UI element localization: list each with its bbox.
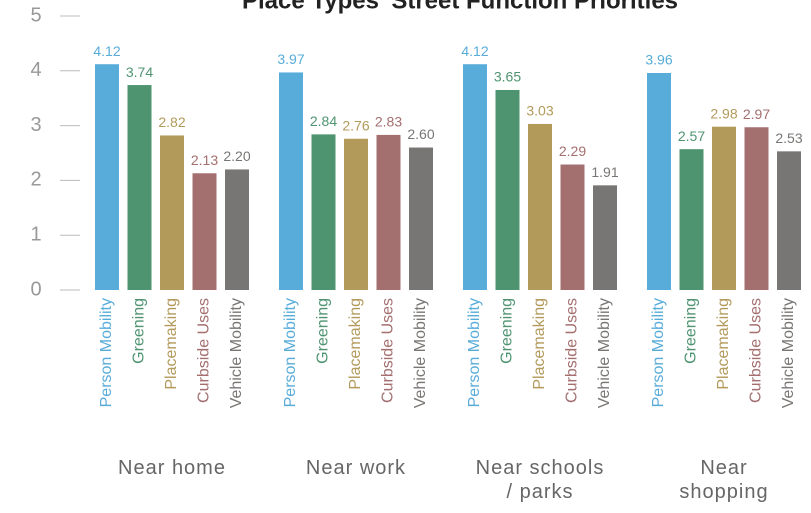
bar (679, 149, 704, 290)
bar (560, 164, 585, 290)
series-label: Vehicle Mobility (228, 298, 245, 408)
group-label: Near work (305, 457, 407, 479)
value-label: 4.12 (93, 43, 120, 59)
bar (225, 169, 249, 290)
bar (376, 134, 401, 290)
value-label: 2.13 (191, 152, 218, 168)
series-label: Curbside Uses (748, 298, 765, 403)
value-label: 3.74 (126, 64, 153, 80)
bar (744, 127, 769, 290)
series-label: Curbside Uses (564, 298, 581, 403)
bar (311, 134, 336, 290)
bar (528, 123, 552, 291)
series-label: Greening (131, 298, 148, 364)
value-label: 2.98 (710, 105, 737, 121)
value-label: 3.65 (494, 69, 521, 85)
series-label: Vehicle Mobility (596, 298, 613, 408)
bar (192, 173, 217, 290)
series-label: Greening (499, 298, 516, 364)
series-label: Curbside Uses (196, 298, 213, 403)
bar (160, 135, 184, 290)
bar (777, 151, 801, 290)
y-tick-label: 4 (30, 59, 41, 81)
group-label: Near shopping (679, 457, 769, 503)
bar (593, 185, 617, 290)
series-label: Placemaking (531, 298, 548, 390)
bar (463, 64, 487, 290)
series-label: Vehicle Mobility (412, 298, 429, 408)
bar (344, 138, 368, 290)
series-label: Person Mobility (466, 298, 483, 407)
bar (495, 89, 520, 290)
value-label: 2.76 (342, 117, 369, 133)
group-label: Near schools / parks (475, 457, 605, 503)
value-label: 1.91 (591, 164, 618, 180)
value-label: 2.97 (743, 106, 770, 122)
y-tick-label: 2 (30, 169, 41, 191)
group-label: Near home (118, 457, 226, 479)
bar (647, 72, 671, 290)
series-label: Greening (315, 298, 332, 364)
series-label: Placemaking (347, 298, 364, 390)
value-label: 2.57 (678, 128, 705, 144)
bar (279, 72, 303, 290)
series-label: Person Mobility (282, 298, 299, 407)
bar (409, 147, 433, 290)
y-tick-label: 1 (30, 223, 41, 245)
series-label: Curbside Uses (380, 298, 397, 403)
y-tick-label: 3 (30, 114, 41, 136)
chart-title: Place Types' Street Function Priorities (242, 0, 678, 14)
value-label: 2.60 (407, 126, 434, 142)
value-label: 3.03 (526, 103, 553, 119)
bar (127, 85, 152, 290)
series-label: Vehicle Mobility (780, 298, 797, 408)
value-label: 2.84 (310, 113, 337, 129)
y-tick-label: 0 (30, 278, 41, 300)
value-label: 2.82 (158, 114, 185, 130)
series-label: Person Mobility (98, 298, 115, 407)
value-label: 2.53 (775, 130, 802, 146)
value-label: 4.12 (461, 43, 488, 59)
value-label: 3.96 (645, 52, 672, 68)
series-label: Placemaking (715, 298, 732, 390)
series-label: Person Mobility (650, 298, 667, 407)
bar (712, 126, 736, 290)
y-tick-label: 5 (30, 4, 41, 26)
value-label: 3.97 (277, 51, 304, 67)
value-label: 2.20 (223, 148, 250, 164)
series-label: Placemaking (163, 298, 180, 390)
series-label: Greening (683, 298, 700, 364)
value-label: 2.29 (559, 143, 586, 159)
value-label: 2.83 (375, 114, 402, 130)
bar (95, 64, 119, 290)
